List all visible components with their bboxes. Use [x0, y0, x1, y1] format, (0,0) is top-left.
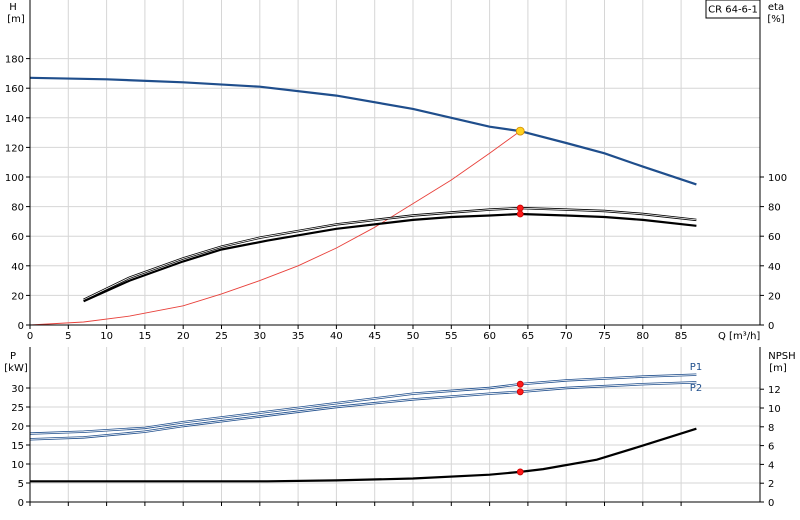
- x-tick-label-75: 75: [598, 331, 611, 342]
- x-tick-label-35: 35: [292, 331, 305, 342]
- upper-left-tick-label-140: 140: [5, 114, 24, 125]
- model-label: CR 64-6-1: [708, 5, 758, 16]
- upper-right-axis-label-line2: [%]: [767, 14, 784, 25]
- lower-panel: 0 5 10 15 20 25 30 0 2 4 6 8 10 12 P [kW] NPSH [m] P1…: [4, 347, 796, 509]
- lower-right-tick-label-2: 2: [768, 479, 774, 490]
- x-tick-label-40: 40: [330, 331, 343, 342]
- model-label-frame: [705, 0, 761, 19]
- x-tick-label-15: 15: [139, 331, 152, 342]
- upper-left-tick-label-40: 40: [11, 262, 24, 273]
- upper-left-tick-label-120: 120: [5, 143, 24, 154]
- x-tick-label-85: 85: [675, 331, 688, 342]
- lower-left-axis-label-line2: [kW]: [4, 363, 28, 374]
- upper-right-tick-label-100: 100: [768, 173, 787, 184]
- x-tick-label-70: 70: [560, 331, 573, 342]
- x-tick-label-65: 65: [522, 331, 535, 342]
- lower-series-p2-outer: [29, 381, 697, 441]
- upper-operating-point-1: [516, 204, 524, 212]
- upper-left-tick-label-160: 160: [5, 84, 24, 95]
- upper-x-axis-label: Q [m³/h]: [718, 331, 760, 342]
- lower-left-tick-label-30: 30: [11, 384, 24, 395]
- lower-right-tick-label-8: 8: [768, 423, 774, 434]
- upper-series-system-curve: [29, 130, 521, 326]
- upper-axes: 0 5 10 15 20 25 30 35 40 45 50 55 60 65 70 75 80 85 0 20 40 6…: [5, 0, 787, 342]
- x-tick-label-55: 55: [445, 331, 458, 342]
- model-label-box: CR 64-6-1: [705, 0, 761, 19]
- lower-left-tick-label-10: 10: [11, 460, 24, 471]
- x-tick-label-25: 25: [215, 331, 228, 342]
- x-tick-label-60: 60: [483, 331, 496, 342]
- lower-left-tick-label-15: 15: [11, 441, 24, 452]
- upper-right-axis-label: eta [%]: [767, 2, 784, 25]
- x-tick-label-50: 50: [407, 331, 420, 342]
- lower-right-axis-label-line1: NPSH: [768, 351, 795, 362]
- lower-right-tick-label-6: 6: [768, 442, 774, 453]
- lower-series-p2: [29, 381, 697, 440]
- lower-right-tick-label-12: 12: [768, 385, 781, 396]
- upper-left-tick-label-20: 20: [11, 291, 24, 302]
- upper-left-tick-label-60: 60: [11, 232, 24, 243]
- lower-left-tick-label-5: 5: [18, 479, 24, 490]
- upper-operating-point-0: [515, 126, 525, 136]
- lower-right-axis-label-line2: [m]: [769, 363, 787, 374]
- upper-right-axis-label-line1: eta: [768, 2, 784, 13]
- upper-left-tick-label-100: 100: [5, 173, 24, 184]
- upper-right-tick-label-20: 20: [768, 291, 781, 302]
- x-tick-label-10: 10: [100, 331, 113, 342]
- lower-left-axis-label: P [kW]: [4, 351, 28, 374]
- upper-left-axis-label-line2: [m]: [7, 14, 25, 25]
- x-tick-label-45: 45: [368, 331, 381, 342]
- lower-left-tick-label-25: 25: [11, 403, 24, 414]
- x-tick-label-30: 30: [253, 331, 266, 342]
- x-tick-label-80: 80: [636, 331, 649, 342]
- upper-left-tick-label-180: 180: [5, 55, 24, 66]
- series-label-p2: P2: [690, 383, 702, 394]
- upper-left-axis-label-line1: H: [9, 2, 17, 13]
- lower-right-tick-label-4: 4: [768, 460, 774, 471]
- x-tick-label-0: 0: [27, 331, 33, 342]
- upper-series-efficiency: [83, 212, 697, 303]
- lower-left-axis-label-line1: P: [10, 351, 16, 362]
- upper-panel: 0 5 10 15 20 25 30 35 40 45 50 55 60 65 70 75 80 85 0 20 40 6…: [5, 0, 787, 342]
- upper-series: [29, 76, 697, 326]
- upper-right-tick-label-40: 40: [768, 262, 781, 273]
- x-tick-label-5: 5: [65, 331, 71, 342]
- upper-operating-points: [515, 126, 525, 218]
- lower-right-tick-label-10: 10: [768, 404, 781, 415]
- lower-left-tick-label-20: 20: [11, 422, 24, 433]
- lower-axes: 0 5 10 15 20 25 30 0 2 4 6 8 10 12: [11, 347, 781, 509]
- lower-series: [29, 373, 697, 483]
- lower-operating-points: [516, 380, 524, 476]
- upper-right-tick-label-80: 80: [768, 203, 781, 214]
- lower-series-p1: [29, 374, 697, 434]
- lower-operating-point-1: [516, 388, 524, 396]
- lower-right-axis-label: NPSH [m]: [768, 351, 795, 374]
- upper-right-tick-label-0: 0: [768, 321, 774, 332]
- upper-right-tick-label-60: 60: [768, 232, 781, 243]
- upper-series-head: [29, 76, 697, 186]
- x-tick-label-20: 20: [177, 331, 190, 342]
- lower-left-tick-label-0: 0: [18, 498, 24, 509]
- upper-grid: [30, 0, 760, 325]
- upper-left-tick-label-0: 0: [18, 321, 24, 332]
- lower-series-npsh: [30, 427, 697, 483]
- series-label-p1: P1: [690, 362, 702, 373]
- lower-right-tick-label-0: 0: [768, 498, 774, 509]
- lower-operating-point-0: [516, 380, 524, 388]
- upper-operating-point-2: [516, 210, 524, 218]
- lower-operating-point-2: [516, 468, 524, 476]
- upper-left-tick-label-80: 80: [11, 203, 24, 214]
- upper-series-efficiency-outline: [83, 207, 697, 301]
- upper-left-axis-label: H [m]: [7, 2, 25, 25]
